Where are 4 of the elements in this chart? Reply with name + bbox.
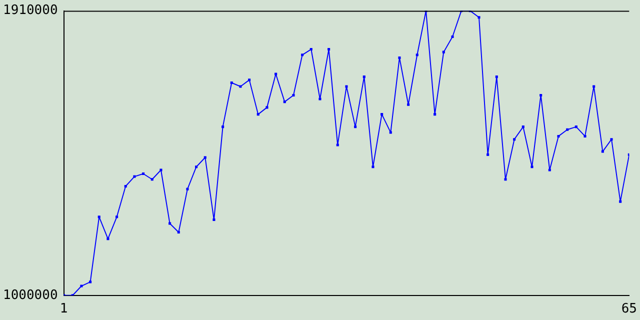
- y-tick-label: 1910000: [2, 3, 58, 18]
- y-tick-label: 1000000: [2, 288, 58, 303]
- x-tick-label: 65: [621, 302, 637, 317]
- x-tick-label: 1: [60, 302, 68, 317]
